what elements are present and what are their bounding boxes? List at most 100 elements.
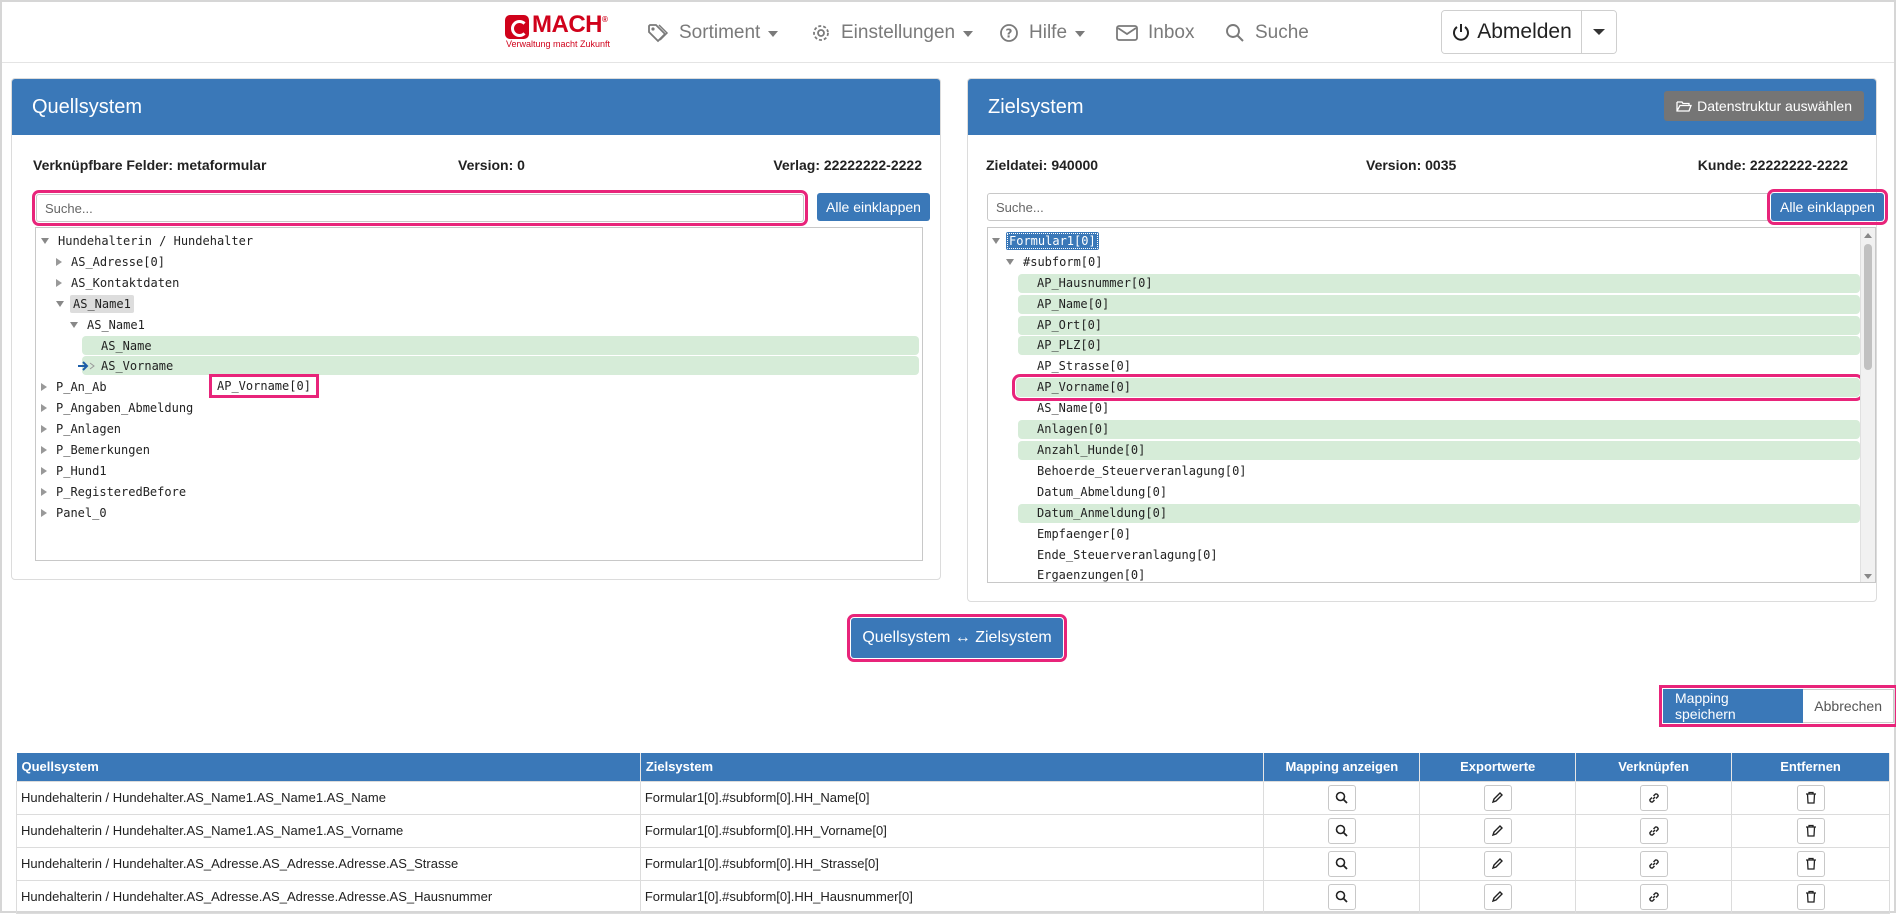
tree-leaf-mapped-target[interactable]: AP_Vorname[0] — [1037, 380, 1131, 394]
tree-node[interactable]: P_Anlagen — [41, 419, 124, 439]
tree-leaf-mapped[interactable]: AS_Name — [101, 339, 152, 353]
table-row: Hundehalterin / Hundehalter.AS_Name1.AS_… — [16, 780, 1890, 815]
tree-node[interactable]: AS_Adresse[0] — [56, 252, 168, 272]
tree-leaf-mapped[interactable]: Anlagen[0] — [1037, 422, 1110, 436]
row-target-path: Formular1[0].#subform[0].HH_Hausnummer[0… — [639, 879, 1265, 914]
target-file-label: Zieldatei: 940000 — [986, 157, 1099, 173]
nav-einstellungen[interactable]: Einstellungen — [811, 18, 974, 48]
tree-leaf-mapped[interactable]: AP_Name[0] — [1037, 297, 1110, 311]
search-icon — [1336, 890, 1348, 903]
tree-node[interactable]: P_Bemerkungen — [41, 440, 153, 460]
link-button[interactable] — [1639, 850, 1668, 877]
tree-node[interactable]: Hundehalterin / Hundehalter — [41, 231, 256, 251]
question-circle-icon: ? — [999, 23, 1019, 43]
select-data-structure-button[interactable]: Datenstruktur auswählen — [1664, 91, 1864, 121]
source-search-input[interactable] — [32, 190, 808, 226]
edit-export-values-button[interactable] — [1483, 784, 1512, 811]
gear-icon — [811, 23, 831, 43]
link-button[interactable] — [1639, 784, 1668, 811]
scroll-up-icon[interactable] — [1864, 233, 1872, 238]
target-search-input[interactable] — [987, 193, 1774, 221]
scroll-down-icon[interactable] — [1864, 574, 1872, 579]
remove-button[interactable] — [1796, 883, 1825, 910]
link-icon — [1648, 858, 1659, 869]
col-header-export-values[interactable]: Exportwerte — [1419, 753, 1577, 781]
source-collapse-all-button[interactable]: Alle einklappen — [817, 193, 930, 221]
target-tree-scrollbar[interactable] — [1860, 228, 1875, 582]
tree-leaf-mapped[interactable]: AP_PLZ[0] — [1037, 338, 1103, 352]
table-header-row: Quellsystem Zielsystem Mapping anzeigen … — [16, 753, 1890, 781]
tree-leaf-mapped[interactable]: Datum_Anmeldung[0] — [1037, 506, 1168, 520]
link-button[interactable] — [1639, 817, 1668, 844]
save-mapping-button[interactable]: Mapping speichern — [1663, 689, 1804, 723]
col-header-remove[interactable]: Entfernen — [1731, 753, 1890, 781]
mach-logo[interactable]: MACH® Verwaltung macht Zukunft — [505, 11, 611, 49]
cancel-button[interactable]: Abbrechen — [1803, 689, 1894, 723]
pencil-icon — [1492, 792, 1504, 804]
table-row: Hundehalterin / Hundehalter.AS_Adresse.A… — [16, 846, 1890, 881]
select-data-structure-label: Datenstruktur auswählen — [1697, 98, 1852, 114]
tree-node[interactable]: #subform[0] — [1006, 252, 1105, 272]
nav-hilfe[interactable]: ? Hilfe — [999, 18, 1086, 48]
edit-export-values-button[interactable] — [1483, 883, 1512, 910]
show-mapping-button[interactable] — [1327, 883, 1356, 910]
show-mapping-button[interactable] — [1327, 817, 1356, 844]
col-header-link[interactable]: Verknüpfen — [1575, 753, 1733, 781]
col-header-show-mapping[interactable]: Mapping anzeigen — [1263, 753, 1421, 781]
scrollbar-thumb[interactable] — [1864, 244, 1872, 370]
nav-inbox-label: Inbox — [1148, 22, 1195, 43]
tree-leaf-mapped[interactable]: AP_Hausnummer[0] — [1037, 276, 1153, 290]
remove-button[interactable] — [1796, 817, 1825, 844]
tree-leaf[interactable]: AP_Strasse[0] — [1037, 359, 1131, 373]
show-mapping-button[interactable] — [1327, 784, 1356, 811]
tree-leaf-mapped[interactable]: AP_Ort[0] — [1037, 318, 1103, 332]
drag-arrow-icon — [78, 361, 95, 371]
tree-leaf[interactable]: Datum_Abmeldung[0] — [1037, 485, 1168, 499]
target-collapse-all-button[interactable]: Alle einklappen — [1767, 189, 1888, 225]
search-icon — [1336, 824, 1348, 837]
logout-button[interactable]: Abmelden — [1442, 11, 1582, 53]
remove-button[interactable] — [1796, 850, 1825, 877]
col-header-target[interactable]: Zielsystem — [640, 753, 1265, 781]
edit-export-values-button[interactable] — [1483, 850, 1512, 877]
tree-node[interactable]: P_An_Ab — [41, 377, 110, 397]
tree-node-selected[interactable]: Formular1[0] — [992, 231, 1099, 251]
svg-text:?: ? — [1006, 27, 1013, 41]
row-source-path: Hundehalterin / Hundehalter.AS_Name1.AS_… — [16, 780, 641, 815]
row-source-path: Hundehalterin / Hundehalter.AS_Adresse.A… — [16, 846, 641, 881]
mappings-table: Quellsystem Zielsystem Mapping anzeigen … — [16, 753, 1890, 914]
link-button[interactable] — [1639, 883, 1668, 910]
show-mapping-button[interactable] — [1327, 850, 1356, 877]
logout-dropdown-toggle[interactable] — [1582, 11, 1616, 53]
tree-leaf[interactable]: Ende_Steuerveranlagung[0] — [1037, 548, 1218, 562]
tree-node[interactable]: AS_Name1 — [70, 315, 148, 335]
tree-leaf[interactable]: Behoerde_Steuerveranlagung[0] — [1037, 464, 1247, 478]
tree-leaf[interactable]: Empfaenger[0] — [1037, 527, 1131, 541]
tree-leaf-mapped[interactable]: Anzahl_Hunde[0] — [1037, 443, 1146, 457]
nav-sortiment[interactable]: Sortiment — [647, 18, 779, 48]
tree-node[interactable]: Panel_0 — [41, 503, 110, 523]
tree-leaf-mapped[interactable]: AS_Vorname — [77, 356, 176, 376]
row-target-path: Formular1[0].#subform[0].HH_Name[0] — [639, 780, 1265, 815]
search-icon — [1336, 791, 1348, 804]
remove-button[interactable] — [1796, 784, 1825, 811]
target-panel-header: Zielsystem Datenstruktur auswählen — [968, 79, 1876, 135]
edit-export-values-button[interactable] — [1483, 817, 1512, 844]
tree-leaf[interactable]: Ergaenzungen[0] — [1037, 568, 1146, 582]
logout-label: Abmelden — [1477, 20, 1572, 43]
tree-leaf[interactable]: AS_Name[0] — [1037, 401, 1110, 415]
table-row: Hundehalterin / Hundehalter.AS_Adresse.A… — [16, 879, 1890, 914]
nav-suche[interactable]: Suche — [1225, 18, 1309, 48]
chevron-down-icon — [768, 31, 779, 37]
mach-logo-icon — [505, 15, 529, 39]
brand-name: MACH — [532, 11, 603, 38]
tree-node[interactable]: P_Angaben_Abmeldung — [41, 398, 196, 418]
col-header-source[interactable]: Quellsystem — [16, 753, 641, 781]
nav-inbox[interactable]: Inbox — [1116, 18, 1194, 48]
map-source-to-target-button[interactable]: Quellsystem ↔ Zielsystem — [847, 614, 1067, 662]
trash-icon — [1805, 791, 1816, 804]
tree-node[interactable]: P_Hund1 — [41, 461, 110, 481]
tree-node[interactable]: P_RegisteredBefore — [41, 482, 189, 502]
tree-node[interactable]: AS_Kontaktdaten — [56, 273, 182, 293]
tree-node-selected[interactable]: AS_Name1 — [56, 294, 134, 314]
